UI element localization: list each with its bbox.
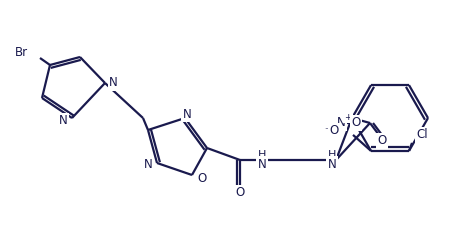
Text: O: O <box>329 124 338 137</box>
Text: N: N <box>336 116 345 129</box>
Text: H: H <box>257 150 266 160</box>
Text: ⁻: ⁻ <box>323 126 329 136</box>
Text: H: H <box>327 150 336 160</box>
Text: N: N <box>109 76 118 89</box>
Text: O: O <box>350 116 360 129</box>
Text: O: O <box>377 135 386 148</box>
Text: +: + <box>344 114 351 122</box>
Text: O: O <box>235 186 244 199</box>
Text: N: N <box>59 114 68 127</box>
Text: Br: Br <box>15 46 28 59</box>
Text: O: O <box>197 172 206 185</box>
Text: N: N <box>182 108 191 121</box>
Text: Cl: Cl <box>415 128 427 141</box>
Text: N: N <box>327 157 336 170</box>
Text: N: N <box>257 157 266 170</box>
Text: N: N <box>144 159 152 172</box>
